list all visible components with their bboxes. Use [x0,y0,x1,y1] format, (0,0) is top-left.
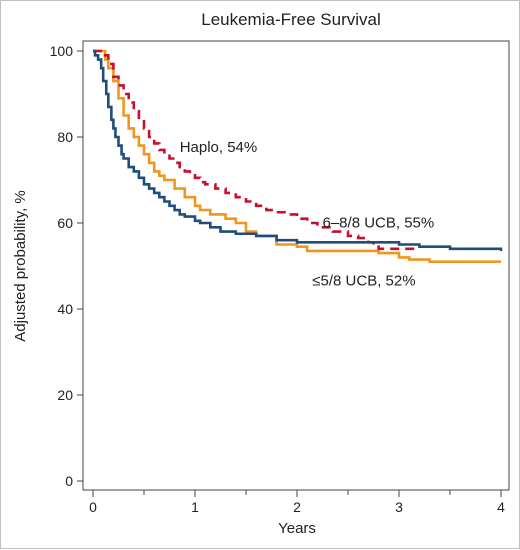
y-tick-label-3: 60 [57,215,73,231]
annotation-ucb68: 6–8/8 UCB, 55% [323,214,435,231]
y-tick-label-4: 80 [57,129,73,145]
axes: 0 20 40 60 80 100 0 1 2 3 4 [50,40,510,515]
series-layer [93,49,503,263]
chart-title: Leukemia-Free Survival [201,10,381,29]
plot-border [82,40,510,491]
x-tick-label-3: 3 [395,499,403,515]
x-axis-label: Years [278,520,316,537]
annotation-ucb5: ≤5/8 UCB, 52% [312,272,415,289]
x-tick-label-1: 1 [191,499,199,515]
y-tick-label-1: 20 [57,387,73,403]
annotation-haplo: Haplo, 54% [180,139,258,156]
series-line-ucb5 [93,49,501,263]
y-tick-label-0: 0 [65,473,73,489]
annotation-layer: Haplo, 54% 6–8/8 UCB, 55% ≤5/8 UCB, 52% [180,139,435,289]
x-tick-label-2: 2 [293,499,301,515]
series-line-haplo [93,49,420,251]
y-tick-label-5: 100 [50,43,74,59]
x-tick-label-4: 4 [497,499,505,515]
series-line-ucb68 [93,49,503,251]
y-axis-label: Adjusted probability, % [12,190,29,341]
x-tick-label-0: 0 [89,499,97,515]
y-tick-label-2: 40 [57,301,73,317]
